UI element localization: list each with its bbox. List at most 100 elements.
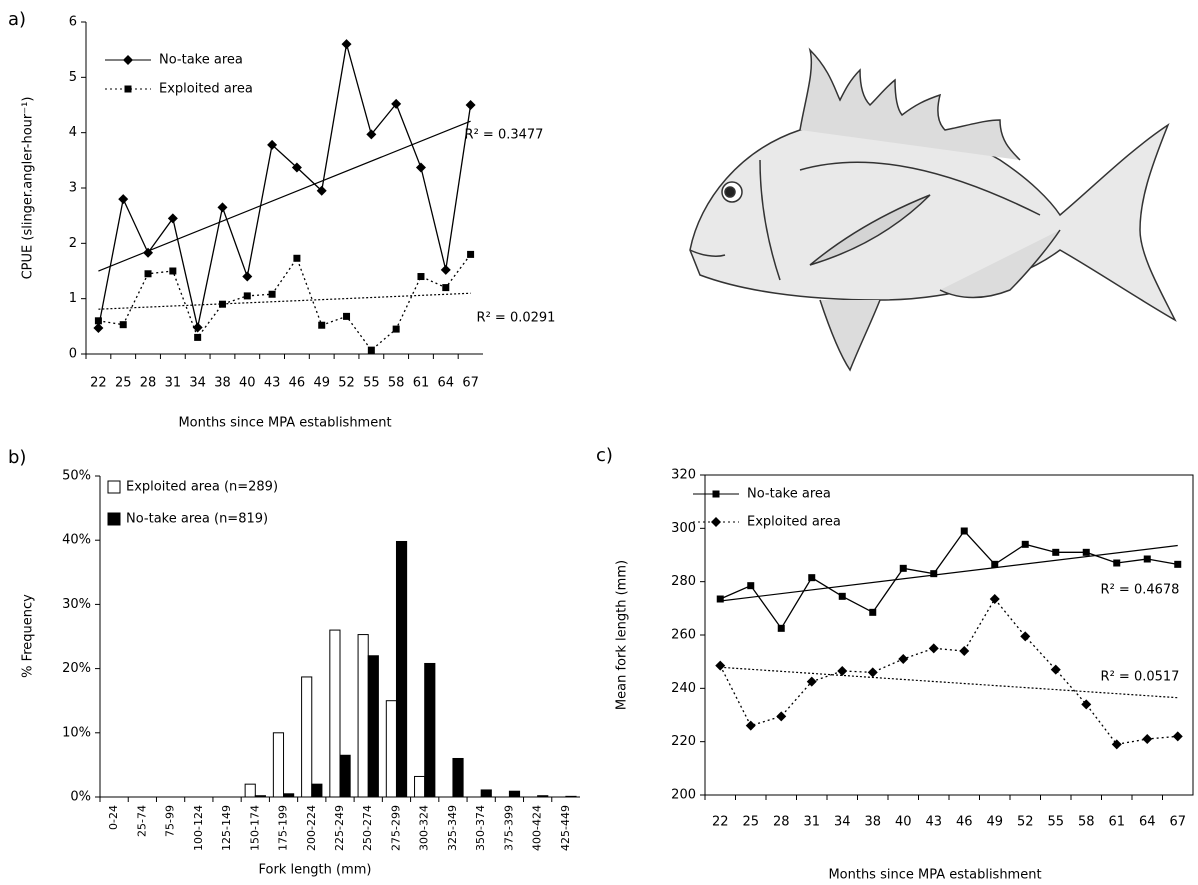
y-tick-label: 10%	[62, 725, 91, 740]
x-tick-label: 49	[313, 376, 330, 391]
y-tick-label: 50%	[62, 469, 91, 484]
page: a) Months since MPA establishment CPUE (sl…	[0, 0, 1198, 885]
marker	[715, 661, 725, 671]
x-tick-label: 31	[803, 815, 820, 830]
marker	[1173, 731, 1183, 741]
bar	[340, 755, 350, 797]
x-tick-label: 0-24	[107, 805, 120, 830]
x-tick-label: 375-399	[502, 805, 515, 851]
y-tick-label: 3	[69, 181, 77, 196]
x-tick-label: 38	[214, 376, 231, 391]
x-tick-label: 40	[239, 376, 256, 391]
marker	[466, 100, 476, 110]
y-tick-label: 260	[671, 628, 696, 643]
x-tick-label: 75-99	[164, 805, 177, 837]
x-axis-label: Months since MPA establishment	[828, 868, 1041, 883]
y-axis-label: % Frequency	[21, 594, 36, 678]
x-tick-label: 150-174	[248, 805, 261, 851]
x-tick-label: 250-274	[361, 805, 374, 851]
y-axis-label: CPUE (slinger.angler-hour⁻¹)	[21, 97, 36, 280]
marker	[193, 322, 203, 332]
x-tick-label: 175-199	[277, 805, 290, 851]
y-tick-label: 20%	[62, 661, 91, 676]
bar	[273, 733, 283, 797]
marker	[711, 517, 721, 527]
x-tick-label: 58	[1078, 815, 1095, 830]
x-tick-label: 55	[363, 376, 380, 391]
x-tick-label: 61	[1108, 815, 1125, 830]
panel-label: a)	[8, 9, 26, 30]
marker	[1022, 541, 1029, 548]
x-tick-label: 64	[1139, 815, 1156, 830]
series-line	[720, 531, 1178, 628]
marker	[1174, 561, 1181, 568]
marker	[242, 272, 252, 282]
x-tick-label: 300-324	[418, 805, 431, 851]
marker	[898, 654, 908, 664]
y-tick-label: 280	[671, 574, 696, 589]
marker	[776, 711, 786, 721]
marker	[416, 163, 426, 173]
marker	[169, 268, 176, 275]
x-tick-label: 350-374	[474, 805, 487, 851]
x-tick-label: 22	[712, 815, 729, 830]
marker	[441, 265, 451, 275]
marker	[868, 667, 878, 677]
marker	[929, 643, 939, 653]
x-tick-label: 58	[388, 376, 405, 391]
bar	[255, 796, 265, 797]
r-squared-label: R² = 0.0291	[477, 311, 556, 326]
marker	[318, 322, 325, 329]
marker	[991, 561, 998, 568]
marker	[93, 323, 103, 333]
marker	[1081, 699, 1091, 709]
x-tick-label: 275-299	[389, 805, 402, 851]
x-tick-label: 25	[115, 376, 132, 391]
x-tick-label: 325-349	[446, 805, 459, 851]
y-tick-label: 0	[69, 347, 77, 362]
legend-label: No-take area	[159, 53, 243, 68]
marker	[900, 565, 907, 572]
r-squared-label: R² = 0.0517	[1101, 670, 1180, 685]
legend-label: Exploited area	[747, 515, 841, 530]
y-tick-label: 40%	[62, 533, 91, 548]
x-tick-label: 200-224	[305, 805, 318, 851]
marker	[869, 609, 876, 616]
x-tick-label: 100-124	[192, 805, 205, 851]
r-squared-label: R² = 0.3477	[465, 128, 544, 143]
fish-illustration	[690, 50, 1175, 370]
marker	[1113, 560, 1120, 567]
legend-label: Exploited area (n=289)	[126, 480, 278, 495]
marker	[1052, 549, 1059, 556]
trendline	[98, 121, 470, 271]
marker	[145, 270, 152, 277]
x-tick-label: 55	[1047, 815, 1064, 830]
bar	[425, 663, 435, 797]
marker	[1142, 734, 1152, 744]
y-tick-label: 6	[69, 15, 77, 30]
x-tick-label: 25-74	[135, 805, 148, 837]
trendline	[98, 293, 470, 309]
marker	[746, 721, 756, 731]
panel-label: c)	[596, 445, 613, 466]
y-tick-label: 320	[671, 468, 696, 483]
marker	[123, 55, 133, 65]
bar	[312, 784, 322, 797]
bar	[386, 701, 396, 797]
marker	[417, 273, 424, 280]
x-axis-label: Fork length (mm)	[258, 863, 371, 878]
legend-label: No-take area	[747, 487, 831, 502]
marker	[1144, 556, 1151, 563]
bar	[245, 784, 255, 797]
bar	[538, 796, 548, 797]
legend-label: Exploited area	[159, 82, 253, 97]
marker	[1112, 739, 1122, 749]
x-tick-label: 25	[742, 815, 759, 830]
marker	[778, 625, 785, 632]
y-tick-label: 240	[671, 681, 696, 696]
bar	[453, 758, 463, 797]
y-tick-label: 4	[69, 125, 77, 140]
x-tick-label: 22	[90, 376, 107, 391]
